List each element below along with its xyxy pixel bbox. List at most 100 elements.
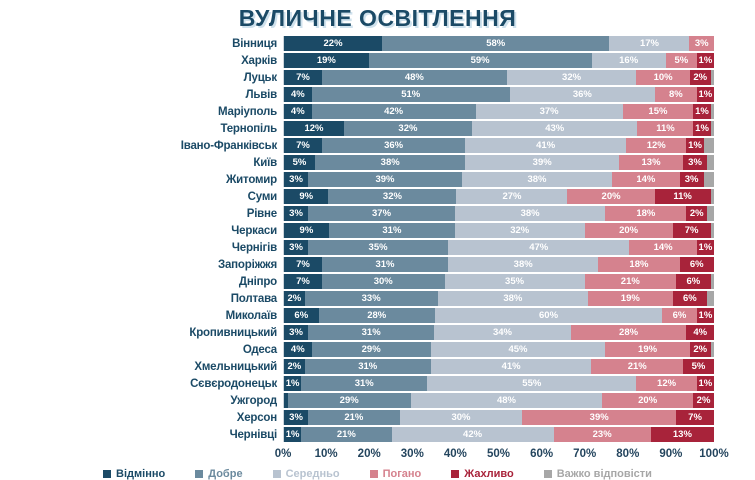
bar-segment: 3% — [679, 172, 704, 187]
bar-segment: 36% — [509, 87, 655, 102]
bar-segment-value: 32% — [382, 190, 402, 202]
bar-segment-value: 2% — [696, 394, 711, 406]
bar-segment: 47% — [448, 240, 630, 255]
city-label: Вінниця — [232, 37, 277, 50]
stacked-bar: 5% 38% 39% 13% 3% — [283, 155, 714, 170]
bar-segment: 38% — [315, 155, 466, 170]
city-label: Херсон — [236, 411, 277, 424]
bar-segment-value: 20% — [601, 190, 621, 202]
legend-label: Середньо — [285, 468, 340, 480]
bar-segment — [710, 274, 714, 289]
bar-segment-value: 1% — [698, 54, 713, 66]
bar-segment-value: 38% — [503, 292, 523, 304]
bar-segment: 15% — [622, 104, 694, 119]
bar-segment-value: 19% — [638, 343, 658, 355]
bar-segment: 29% — [287, 393, 411, 408]
bar-segment: 19% — [605, 342, 690, 357]
bar-segment-value: 9% — [299, 224, 314, 236]
bar-segment-value: 3% — [289, 326, 303, 338]
bar-segment-value: 60% — [539, 309, 559, 321]
bar-segment: 30% — [399, 410, 523, 425]
chart-row: Вінниця 22% 58% 17% 3% — [0, 35, 755, 52]
legend-item: Погано — [369, 468, 421, 480]
stacked-bar: 4% 29% 45% 19% 2% — [283, 342, 714, 357]
x-axis-tick: 90% — [659, 448, 683, 460]
chart-row: Луцьк 7% 48% 32% 10% 2% — [0, 69, 755, 86]
bar-segment: 4% — [284, 342, 312, 357]
bar-segment: 6% — [672, 291, 708, 306]
legend-label: Важко відповісти — [556, 468, 652, 480]
stacked-bar: 3% 37% 38% 18% 2% — [283, 206, 714, 221]
bar-segment: 3% — [284, 240, 309, 255]
legend-item: Відмінно — [103, 468, 165, 480]
bar-segment-value: 42% — [463, 428, 483, 440]
bar-segment: 19% — [587, 291, 673, 306]
bar-segment: 48% — [410, 393, 603, 408]
bar-segment-value: 51% — [401, 88, 421, 100]
bar-segment-value: 22% — [323, 37, 343, 49]
bar-segment: 7% — [284, 274, 322, 289]
bar-segment-value: 37% — [539, 105, 559, 117]
bar-segment-value: 13% — [641, 156, 661, 168]
bar-segment: 11% — [637, 121, 694, 136]
bar-segment: 30% — [321, 274, 445, 289]
bar-segment-value: 39% — [589, 411, 609, 423]
bar-segment-value: 21% — [620, 275, 640, 287]
bar-segment-value: 58% — [486, 37, 506, 49]
city-label: Івано-Франківськ — [180, 139, 277, 152]
bar-segment-value: 28% — [367, 309, 387, 321]
bar-segment: 8% — [654, 87, 697, 102]
bar-segment: 38% — [437, 291, 588, 306]
bar-segment: 31% — [301, 376, 428, 391]
chart-row: Запоріжжя 7% 31% 38% 18% 6% — [0, 256, 755, 273]
bar-segment-value: 18% — [629, 258, 649, 270]
bar-segment-value: 32% — [510, 224, 530, 236]
bar-segment-value: 41% — [501, 360, 521, 372]
bar-segment-value: 19% — [620, 292, 640, 304]
city-label: Київ — [253, 156, 277, 169]
bar-segment: 2% — [693, 393, 714, 408]
city-label: Львів — [245, 88, 278, 101]
legend-swatch-icon — [103, 470, 112, 478]
bar-segment-value: 6% — [682, 292, 697, 304]
bar-segment: 7% — [676, 410, 714, 425]
city-label: Луцьк — [243, 71, 278, 84]
bar-segment-value: 7% — [296, 258, 310, 270]
bar-segment: 31% — [321, 257, 449, 272]
bar-segment: 2% — [689, 70, 711, 85]
bar-segment-value: 36% — [572, 88, 592, 100]
chart-row: Рівне 3% 37% 38% 18% 2% — [0, 205, 755, 222]
bar-segment-value: 43% — [545, 122, 565, 134]
bar-segment: 18% — [605, 206, 687, 221]
chart-row: Миколаїв 6% 28% 60% 6% 1% — [0, 307, 755, 324]
legend-label: Жахливо — [464, 468, 514, 480]
city-label: Житомир — [225, 173, 277, 186]
bar-segment-value: 4% — [291, 88, 305, 100]
bar-segment-value: 38% — [380, 156, 400, 168]
city-label: Одеса — [242, 343, 277, 356]
bar-segment: 32% — [343, 121, 472, 136]
bar-segment-value: 32% — [398, 122, 418, 134]
legend-swatch-icon — [543, 470, 552, 478]
stacked-bar: 2% 31% 41% 21% 5% — [283, 359, 714, 374]
bar-segment — [710, 121, 715, 136]
bar-segment-value: 12% — [646, 139, 666, 151]
bar-segment-value: 16% — [619, 54, 639, 66]
bar-segment-value: 11% — [656, 122, 675, 134]
bar-segment-value: 39% — [375, 173, 395, 185]
bar-segment-value: 3% — [289, 411, 303, 423]
stacked-bar: 29% 48% 20% 2% — [283, 393, 714, 408]
bar-segment-value: 42% — [384, 105, 404, 117]
city-label: Рівне — [246, 207, 277, 220]
bar-segment — [710, 189, 715, 204]
bar-segment: 14% — [629, 240, 697, 255]
stacked-bar: 9% 32% 27% 20% 11% — [283, 189, 715, 204]
city-label: Дніпро — [238, 275, 277, 288]
bar-segment-value: 8% — [669, 88, 683, 100]
stacked-bar: 12% 32% 43% 11% 1% — [283, 121, 715, 136]
bar-segment: 37% — [308, 206, 455, 221]
bar-segment-value: 59% — [470, 54, 490, 66]
x-axis-tick: 30% — [400, 448, 424, 460]
bar-segment-value: 12% — [657, 377, 677, 389]
bar-segment-value: 38% — [520, 207, 540, 219]
